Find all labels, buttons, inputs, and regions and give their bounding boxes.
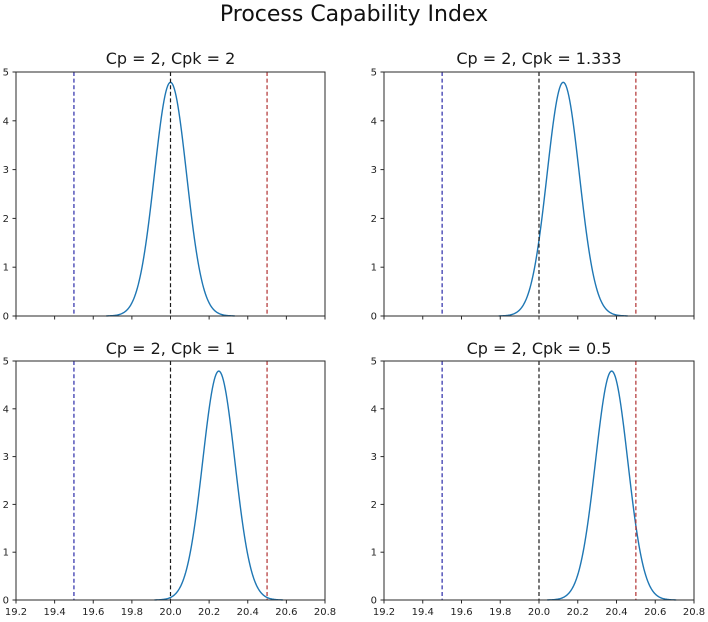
y-tick-label: 3 — [371, 165, 377, 176]
subplot-cpk-05: Cp = 2, Cpk = 0.5 0 1 2 3 4 5 19.2 19.4 19.6 19.8… — [354, 328, 708, 622]
y-tick-label: 1 — [371, 548, 377, 559]
x-tick-label: 20.8 — [683, 607, 705, 618]
y-tick-label: 5 — [371, 357, 377, 368]
x-tick-label: 20.2 — [567, 607, 589, 618]
x-tick-label: 20.0 — [528, 607, 550, 618]
distribution-curve — [154, 370, 284, 601]
figure-suptitle: Process Capability Index — [219, 2, 489, 27]
y-tick-label: 2 — [3, 214, 9, 225]
x-tick-label: 19.4 — [43, 607, 65, 618]
x-tick-label: 20.6 — [644, 607, 666, 618]
y-tick-label: 5 — [371, 68, 377, 79]
x-tick-label: 19.8 — [489, 607, 511, 618]
y-tick-label: 2 — [3, 500, 9, 511]
y-tick-label: 3 — [3, 452, 9, 463]
subplot-canvas: 0 1 2 3 4 5 19.2 19.4 19.6 19.8 20.0 20.2 20.4 20.6 20… — [371, 357, 706, 619]
y-tick-label: 4 — [371, 116, 377, 127]
x-tick-label: 19.6 — [450, 607, 472, 618]
x-tick-label: 19.6 — [82, 607, 104, 618]
subplot-canvas: 0 1 2 3 4 5 19.2 19.4 19.6 19.8 20.0 20.2 20.4 20.6 20… — [3, 357, 337, 619]
subplot-title: Cp = 2, Cpk = 0.5 — [466, 339, 612, 358]
subplot-canvas: 0 1 2 3 4 5 — [371, 68, 695, 323]
y-tick-label: 2 — [371, 500, 377, 511]
distribution-curve — [498, 81, 628, 317]
x-tick-label: 19.8 — [121, 607, 143, 618]
y-tick-label: 4 — [371, 404, 377, 415]
y-tick-label: 5 — [3, 68, 9, 79]
x-tick-label: 19.4 — [412, 607, 434, 618]
y-tick-label: 3 — [371, 452, 377, 463]
x-tick-label: 20.6 — [275, 607, 297, 618]
y-tick-label: 0 — [3, 596, 9, 607]
x-tick-label: 20.4 — [605, 607, 627, 618]
x-tick-label: 20.8 — [314, 607, 336, 618]
subplot-title: Cp = 2, Cpk = 2 — [105, 49, 236, 68]
subplot-cpk-2: Cp = 2, Cpk = 2 0 1 2 3 4 5 — [0, 40, 354, 328]
subplot-cpk-1: Cp = 2, Cpk = 1 0 1 2 3 4 5 19.2 19.4 19.6 19.8 20… — [0, 328, 354, 622]
y-tick-label: 0 — [3, 312, 9, 323]
x-tick-label: 19.2 — [5, 607, 27, 618]
y-tick-label: 1 — [371, 263, 377, 274]
subplot-title: Cp = 2, Cpk = 1.333 — [456, 49, 622, 68]
y-tick-label: 1 — [3, 263, 9, 274]
x-tick-label: 19.2 — [373, 607, 395, 618]
y-tick-label: 4 — [3, 116, 9, 127]
subplot-cpk-1333: Cp = 2, Cpk = 1.333 0 1 2 3 4 5 — [354, 40, 708, 328]
y-tick-label: 0 — [371, 596, 377, 607]
x-tick-label: 20.2 — [198, 607, 220, 618]
subplot-title: Cp = 2, Cpk = 1 — [105, 339, 236, 358]
y-tick-label: 3 — [3, 165, 9, 176]
y-tick-label: 5 — [3, 357, 9, 368]
subplot-canvas: 0 1 2 3 4 5 — [3, 68, 326, 323]
y-tick-label: 1 — [3, 548, 9, 559]
x-tick-label: 20.0 — [159, 607, 181, 618]
y-tick-label: 0 — [371, 312, 377, 323]
x-tick-label: 20.4 — [237, 607, 259, 618]
y-tick-label: 4 — [3, 404, 9, 415]
distribution-curve — [547, 370, 677, 601]
y-tick-label: 2 — [371, 214, 377, 225]
